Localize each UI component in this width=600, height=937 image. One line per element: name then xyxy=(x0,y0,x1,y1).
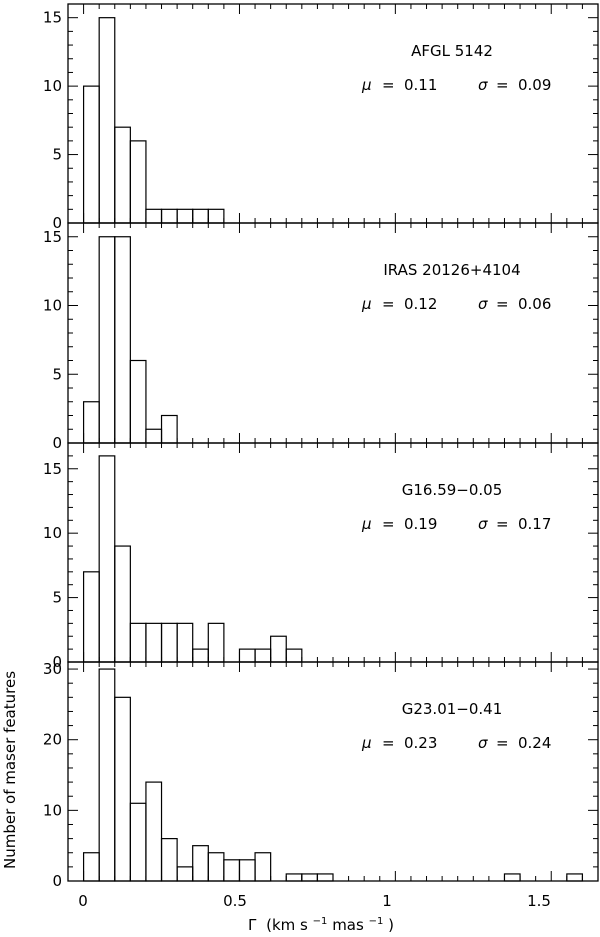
y-axis-tick-label: 5 xyxy=(52,365,62,383)
sigma-value: 0.17 xyxy=(518,515,551,533)
y-axis-tick-label: 5 xyxy=(52,146,62,164)
x-axis-title-unit: mas xyxy=(332,916,364,934)
y-axis-tick-label: 10 xyxy=(43,77,62,95)
sigma-value: 0.24 xyxy=(518,734,551,752)
mu-symbol: μ xyxy=(361,734,372,752)
mu-symbol: μ xyxy=(361,76,372,94)
y-axis-tick-label: 10 xyxy=(43,801,62,819)
x-axis-tick-label: 0 xyxy=(78,892,88,910)
y-axis-title: Number of maser features xyxy=(1,671,19,869)
mu-value: 0.19 xyxy=(404,515,437,533)
sigma-value: 0.06 xyxy=(518,295,551,313)
y-axis-tick-label: 10 xyxy=(43,524,62,542)
x-axis-title: Γ (km s −1 mas −1 ) xyxy=(248,910,394,934)
x-axis-title-unit: (km s xyxy=(266,916,308,934)
sigma-symbol: σ xyxy=(478,76,488,94)
equals-sign: = xyxy=(382,295,395,313)
source-label: AFGL 5142 xyxy=(411,42,493,60)
mu-value: 0.12 xyxy=(404,295,437,313)
y-axis-tick-label: 5 xyxy=(52,589,62,607)
panel-2: 0 5 10 15 IRAS 20126+4104 μ = 0.12 σ = 0.06 xyxy=(43,222,599,452)
sigma-symbol: σ xyxy=(478,515,488,533)
equals-sign: = xyxy=(382,515,395,533)
y-axis-tick-label: 15 xyxy=(43,228,62,246)
mu-symbol: μ xyxy=(361,515,372,533)
source-label: G23.01−0.41 xyxy=(402,700,503,718)
equals-sign: = xyxy=(382,76,395,94)
y-axis-tick-label: 0 xyxy=(52,872,62,890)
x-axis-title-unit: ) xyxy=(388,916,394,934)
y-axis-tick-label: 0 xyxy=(52,434,62,452)
panels-group: 0 5 10 15 AFGL 5142 μ = 0.11 σ = 0.09 0 5 10 15 IRAS 20… xyxy=(43,3,599,890)
x-axis-title-exponent: −1 xyxy=(313,916,328,927)
source-label: IRAS 20126+4104 xyxy=(383,261,520,279)
x-axis-tick-label: 1.5 xyxy=(527,892,551,910)
equals-sign: = xyxy=(496,76,509,94)
equals-sign: = xyxy=(382,734,395,752)
y-axis-tick-label: 15 xyxy=(43,460,62,478)
y-axis-tick-label: 0 xyxy=(52,653,62,671)
panel-4: 0 10 20 30 G23.01−0.41 μ = 0.23 σ = 0.24 xyxy=(43,660,599,890)
x-axis-title-exponent: −1 xyxy=(369,916,384,927)
equals-sign: = xyxy=(496,734,509,752)
x-axis-tick-label: 0.5 xyxy=(223,892,247,910)
mu-symbol: μ xyxy=(361,295,372,313)
y-axis-tick-label: 0 xyxy=(52,214,62,232)
mu-value: 0.23 xyxy=(404,734,437,752)
y-axis-tick-label: 20 xyxy=(43,731,62,749)
x-axis-tick-label: 1 xyxy=(382,892,392,910)
mu-value: 0.11 xyxy=(404,76,437,94)
sigma-value: 0.09 xyxy=(518,76,551,94)
x-axis-title-symbol: Γ xyxy=(248,916,257,934)
sigma-symbol: σ xyxy=(478,734,488,752)
y-axis-tick-label: 10 xyxy=(43,297,62,315)
source-label: G16.59−0.05 xyxy=(402,481,503,499)
y-axis-tick-label: 30 xyxy=(43,660,62,678)
sigma-symbol: σ xyxy=(478,295,488,313)
equals-sign: = xyxy=(496,295,509,313)
y-axis-tick-label: 15 xyxy=(43,9,62,27)
equals-sign: = xyxy=(496,515,509,533)
